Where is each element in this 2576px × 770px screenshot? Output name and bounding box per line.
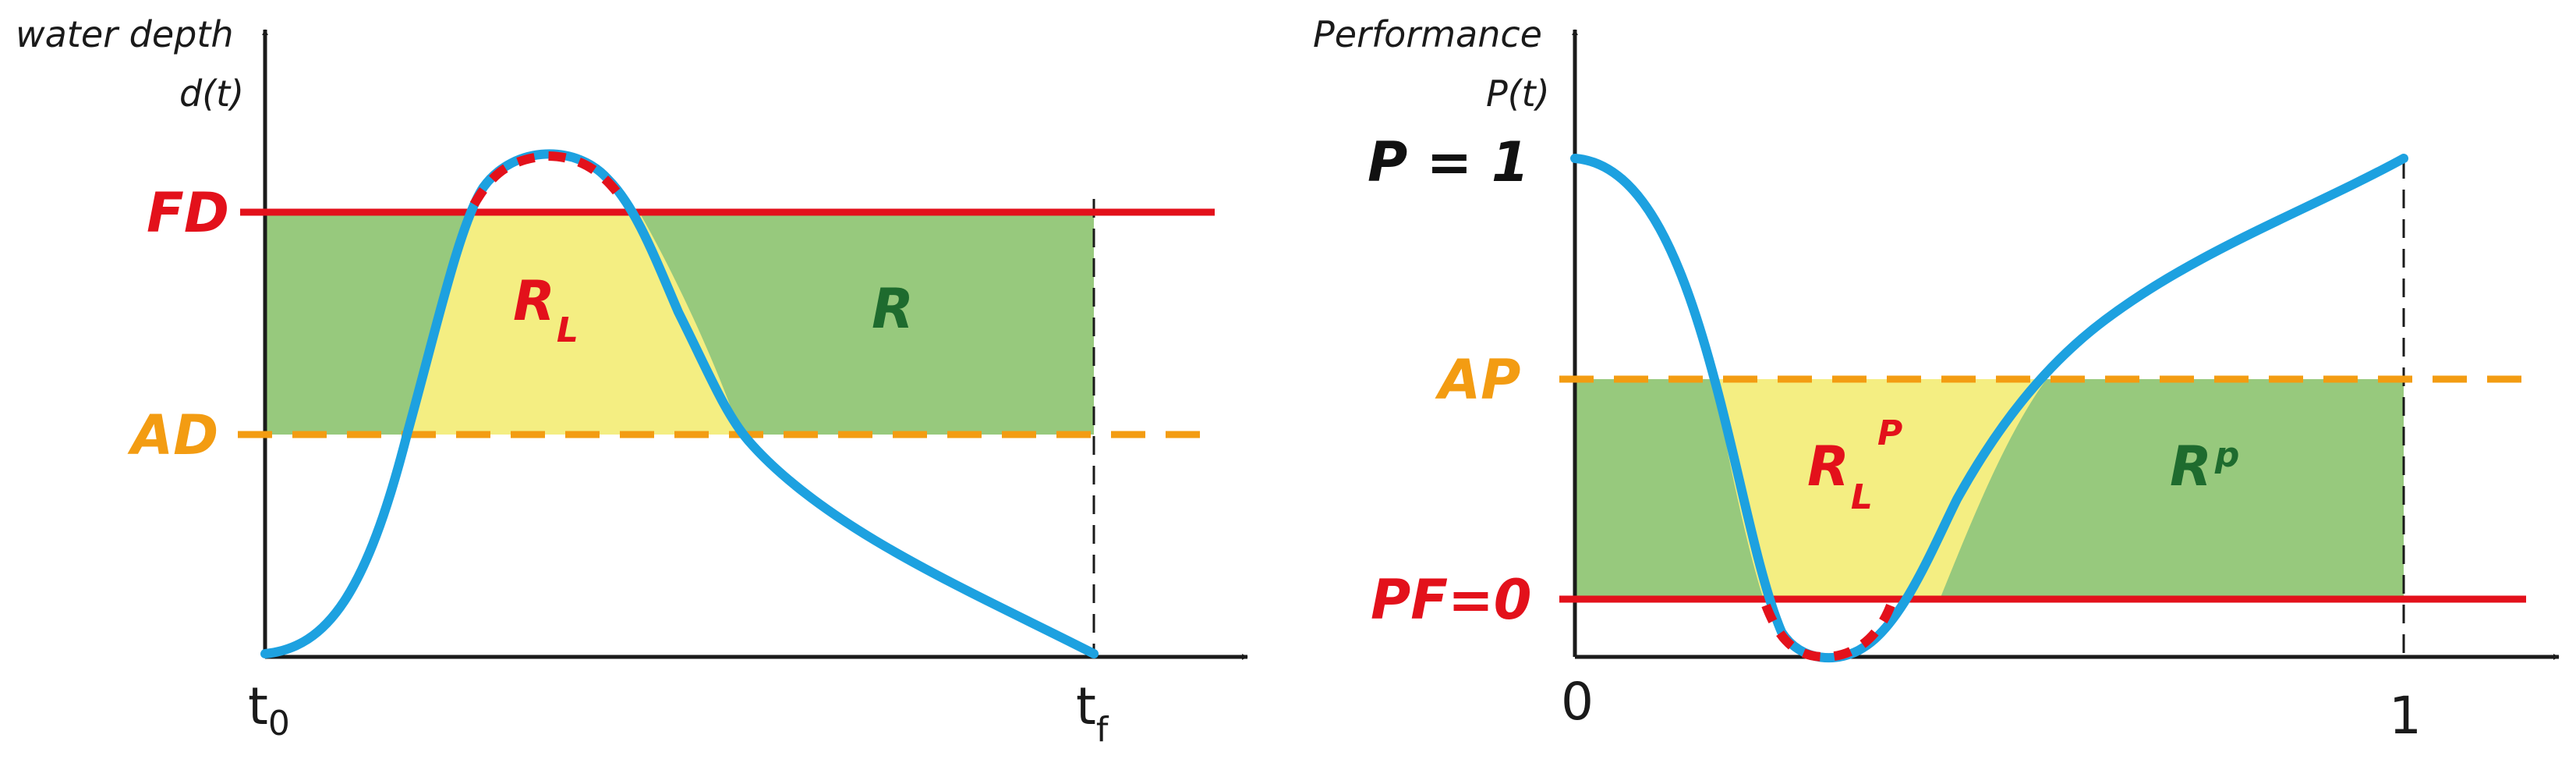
- right-ylabel-line1: Performance: [1313, 13, 1542, 55]
- right-ap-label: AP: [1435, 348, 1520, 412]
- left-fd-label: FD: [147, 181, 229, 245]
- left-rl-sub: L: [557, 310, 579, 350]
- left-panel: water depth d(t) FD AD RL R t0 tf: [16, 13, 1248, 750]
- left-ad-label: AD: [127, 403, 218, 467]
- left-t0-label: t0: [248, 676, 290, 743]
- left-rl-main: R: [513, 269, 555, 333]
- left-tf-main: t: [1076, 676, 1096, 736]
- left-rl-label: RL: [513, 269, 579, 350]
- right-rlp-sup: P: [1877, 413, 1902, 453]
- right-ylabel-line2: P(t): [1486, 73, 1550, 115]
- left-tf-sub: f: [1096, 710, 1109, 750]
- left-ylabel-line1: water depth: [16, 13, 234, 55]
- left-t0-main: t: [248, 676, 268, 736]
- right-rlp-label: RLP: [1807, 413, 1902, 517]
- right-rlp-sub: L: [1851, 477, 1873, 517]
- right-rlp-area: [1714, 379, 2047, 599]
- left-ylabel-line2: d(t): [179, 73, 244, 115]
- right-rp-main: R: [2170, 435, 2212, 499]
- left-tf-label: tf: [1076, 676, 1109, 750]
- right-rlp-main: R: [1807, 435, 1849, 499]
- left-exceedance-segment: [469, 151, 628, 208]
- right-x0-label: 0: [1561, 672, 1594, 732]
- right-rp-label: Rp: [2170, 435, 2239, 499]
- left-r-label: R: [872, 277, 914, 341]
- right-panel: Performance P(t) P = 1 AP PF=0 RLP Rp 0 …: [1313, 13, 2560, 746]
- right-rp-sup: p: [2214, 435, 2240, 475]
- right-pf-label: PF=0: [1371, 568, 1531, 632]
- right-x1-label: 1: [2389, 686, 2422, 746]
- left-t0-sub: 0: [268, 704, 290, 743]
- right-p1-label: P = 1: [1368, 130, 1529, 194]
